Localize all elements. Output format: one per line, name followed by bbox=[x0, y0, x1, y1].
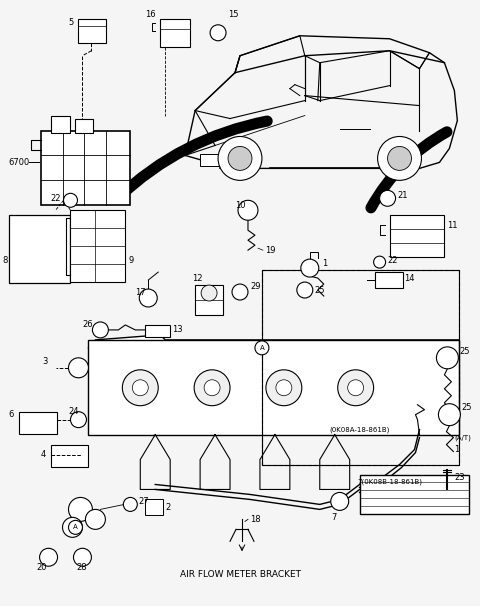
Text: 1: 1 bbox=[455, 445, 460, 454]
Text: 7: 7 bbox=[332, 513, 337, 522]
Circle shape bbox=[69, 358, 88, 378]
Polygon shape bbox=[88, 335, 459, 358]
Circle shape bbox=[387, 147, 411, 170]
Circle shape bbox=[210, 25, 226, 41]
Text: 9: 9 bbox=[128, 256, 133, 265]
Bar bbox=[88, 340, 459, 435]
Circle shape bbox=[297, 282, 313, 298]
Text: 20: 20 bbox=[36, 563, 47, 571]
Circle shape bbox=[194, 370, 230, 405]
Text: 3: 3 bbox=[43, 358, 48, 367]
Text: 7(0K08B-18-861B): 7(0K08B-18-861B) bbox=[358, 478, 423, 485]
Circle shape bbox=[228, 147, 252, 170]
Bar bbox=[19, 411, 57, 434]
Text: 21: 21 bbox=[397, 191, 408, 200]
Bar bbox=[195, 285, 223, 315]
Circle shape bbox=[85, 510, 106, 530]
Text: 23: 23 bbox=[455, 473, 465, 482]
Circle shape bbox=[232, 284, 248, 300]
Bar bbox=[78, 19, 107, 43]
Circle shape bbox=[378, 136, 421, 181]
Bar bbox=[160, 19, 190, 47]
Text: 4: 4 bbox=[41, 450, 46, 459]
Bar bbox=[360, 474, 469, 514]
Bar bbox=[200, 155, 240, 167]
Text: 2: 2 bbox=[165, 503, 170, 512]
Circle shape bbox=[204, 380, 220, 396]
Text: 15: 15 bbox=[228, 10, 239, 19]
Circle shape bbox=[132, 380, 148, 396]
Circle shape bbox=[123, 498, 137, 511]
Circle shape bbox=[69, 498, 93, 521]
Bar bbox=[145, 325, 170, 337]
Circle shape bbox=[69, 521, 83, 534]
Text: 1: 1 bbox=[322, 259, 327, 268]
Circle shape bbox=[276, 380, 292, 396]
Bar bbox=[50, 116, 71, 133]
Circle shape bbox=[266, 370, 302, 405]
Circle shape bbox=[62, 518, 83, 538]
Text: 26: 26 bbox=[83, 321, 93, 330]
Text: 25: 25 bbox=[315, 285, 325, 295]
Circle shape bbox=[201, 285, 217, 301]
Bar bbox=[71, 210, 125, 282]
Bar bbox=[390, 215, 444, 257]
Circle shape bbox=[73, 548, 91, 566]
Circle shape bbox=[438, 404, 460, 425]
Text: 16: 16 bbox=[145, 10, 156, 19]
Bar bbox=[374, 272, 403, 288]
Text: 12: 12 bbox=[192, 273, 203, 282]
Circle shape bbox=[373, 256, 385, 268]
Bar bbox=[145, 499, 163, 515]
Bar bbox=[9, 215, 71, 283]
Text: (A/T): (A/T) bbox=[455, 435, 471, 441]
Circle shape bbox=[436, 347, 458, 369]
Text: A: A bbox=[260, 345, 264, 351]
Circle shape bbox=[93, 322, 108, 338]
Circle shape bbox=[238, 201, 258, 220]
Text: 13: 13 bbox=[172, 325, 183, 335]
Text: 25: 25 bbox=[461, 403, 472, 412]
Text: 10: 10 bbox=[235, 201, 245, 210]
Text: 24: 24 bbox=[69, 407, 79, 416]
Text: 18: 18 bbox=[250, 515, 261, 524]
Text: 11: 11 bbox=[447, 221, 458, 230]
Circle shape bbox=[122, 370, 158, 405]
Circle shape bbox=[255, 341, 269, 355]
Circle shape bbox=[63, 193, 77, 207]
Text: 22: 22 bbox=[387, 256, 398, 265]
Text: 14: 14 bbox=[405, 273, 415, 282]
Text: 6700: 6700 bbox=[9, 158, 30, 167]
Text: 27: 27 bbox=[138, 497, 149, 506]
Bar bbox=[50, 445, 88, 467]
Text: AIR FLOW METER BRACKET: AIR FLOW METER BRACKET bbox=[180, 570, 301, 579]
Circle shape bbox=[338, 370, 373, 405]
Text: 5: 5 bbox=[69, 18, 74, 27]
Text: 25: 25 bbox=[459, 347, 470, 356]
Text: 19: 19 bbox=[265, 245, 276, 255]
Text: A: A bbox=[73, 524, 78, 530]
Circle shape bbox=[348, 380, 364, 396]
Text: 8: 8 bbox=[3, 256, 8, 265]
Circle shape bbox=[71, 411, 86, 428]
Circle shape bbox=[139, 289, 157, 307]
Circle shape bbox=[218, 136, 262, 181]
Text: 22: 22 bbox=[50, 194, 61, 203]
Circle shape bbox=[39, 548, 58, 566]
Bar bbox=[41, 130, 130, 205]
Bar bbox=[262, 270, 459, 465]
Text: 17: 17 bbox=[135, 287, 146, 296]
Text: 28: 28 bbox=[76, 563, 87, 571]
Bar bbox=[75, 119, 94, 133]
Circle shape bbox=[380, 190, 396, 206]
Text: 29: 29 bbox=[250, 282, 261, 290]
Text: (0K08A-18-861B): (0K08A-18-861B) bbox=[330, 427, 390, 433]
Text: 6: 6 bbox=[9, 410, 14, 419]
Circle shape bbox=[331, 493, 348, 510]
Circle shape bbox=[301, 259, 319, 277]
